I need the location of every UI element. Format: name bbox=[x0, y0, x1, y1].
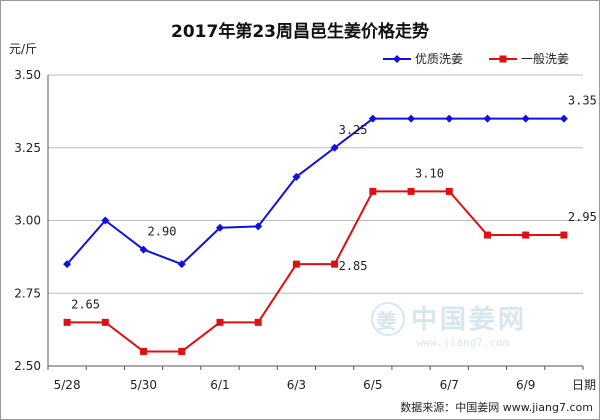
data-point bbox=[331, 260, 339, 268]
y-tick-labels: 2.50 2.75 3.00 3.25 3.50 bbox=[14, 68, 41, 373]
data-point bbox=[178, 347, 186, 355]
data-label: 2.85 bbox=[339, 259, 368, 273]
data-point bbox=[560, 231, 568, 239]
data-label: 2.90 bbox=[148, 225, 177, 239]
data-point bbox=[483, 231, 491, 239]
data-point bbox=[101, 216, 110, 225]
x-tick-label: 6/9 bbox=[516, 378, 535, 392]
data-point bbox=[139, 245, 148, 254]
watermark: 姜 中国姜网 www.jiang7.com bbox=[371, 302, 527, 349]
data-point bbox=[215, 223, 224, 232]
y-axis-unit: 元/斤 bbox=[9, 42, 37, 56]
y-tick-label: 2.75 bbox=[14, 286, 41, 300]
series-line bbox=[67, 190, 564, 353]
data-point bbox=[559, 114, 568, 123]
legend: 优质洗姜 一般洗姜 bbox=[383, 51, 569, 66]
y-tick-label: 2.50 bbox=[14, 359, 41, 373]
x-tick-label: 6/7 bbox=[440, 378, 459, 392]
data-point bbox=[254, 318, 262, 326]
data-label: 3.10 bbox=[415, 166, 444, 180]
data-label: 2.65 bbox=[71, 297, 100, 311]
series-2 bbox=[63, 187, 568, 355]
data-label: 2.95 bbox=[568, 210, 597, 224]
x-tick-label: 6/1 bbox=[210, 378, 229, 392]
data-point bbox=[63, 318, 71, 326]
data-point bbox=[407, 114, 416, 123]
x-tick-label: 5/28 bbox=[54, 378, 81, 392]
legend-label: 优质洗姜 bbox=[415, 52, 463, 66]
chart-title: 2017年第23周昌邑生姜价格走势 bbox=[171, 21, 429, 42]
data-point bbox=[369, 187, 377, 195]
watermark-url: www.jiang7.com bbox=[417, 336, 510, 349]
data-point bbox=[292, 172, 301, 181]
data-point bbox=[368, 114, 377, 123]
watermark-site-name: 中国姜网 bbox=[411, 304, 527, 335]
legend-marker bbox=[499, 55, 507, 63]
data-point bbox=[483, 114, 492, 123]
data-point bbox=[63, 260, 72, 269]
data-point bbox=[177, 260, 186, 269]
y-tick-label: 3.00 bbox=[14, 214, 41, 228]
data-point bbox=[101, 318, 109, 326]
x-axis: 5/28 5/30 6/1 6/3 6/5 6/7 6/9 bbox=[47, 75, 584, 392]
y-tick-label: 3.50 bbox=[14, 68, 41, 82]
x-tick-label: 5/30 bbox=[130, 378, 157, 392]
data-point bbox=[216, 318, 224, 326]
x-axis-label: 日期 bbox=[572, 378, 596, 392]
watermark-logo-icon bbox=[371, 302, 405, 336]
data-point bbox=[445, 114, 454, 123]
series-layer bbox=[63, 114, 568, 355]
data-point bbox=[522, 231, 530, 239]
data-point bbox=[407, 187, 415, 195]
legend-label: 一般洗姜 bbox=[521, 51, 569, 66]
data-point bbox=[330, 143, 339, 152]
data-point bbox=[445, 187, 453, 195]
series-line bbox=[66, 117, 564, 266]
data-label: 3.25 bbox=[339, 123, 368, 137]
data-point bbox=[292, 260, 300, 268]
legend-marker bbox=[393, 55, 401, 63]
data-labels: 2.90 3.35 2.65 2.85 3.25 3.10 2.95 bbox=[71, 94, 597, 312]
data-point bbox=[140, 347, 148, 355]
x-tick-label: 6/5 bbox=[363, 378, 382, 392]
y-tick-label: 3.25 bbox=[14, 141, 41, 155]
data-label: 3.35 bbox=[568, 94, 597, 108]
x-tick-label: 6/3 bbox=[287, 378, 306, 392]
data-source: 数据来源：中国姜网 www.jiang7.com bbox=[400, 400, 593, 414]
data-point bbox=[521, 114, 530, 123]
series-1 bbox=[63, 114, 568, 269]
watermark-logo-glyph: 姜 bbox=[377, 309, 400, 333]
